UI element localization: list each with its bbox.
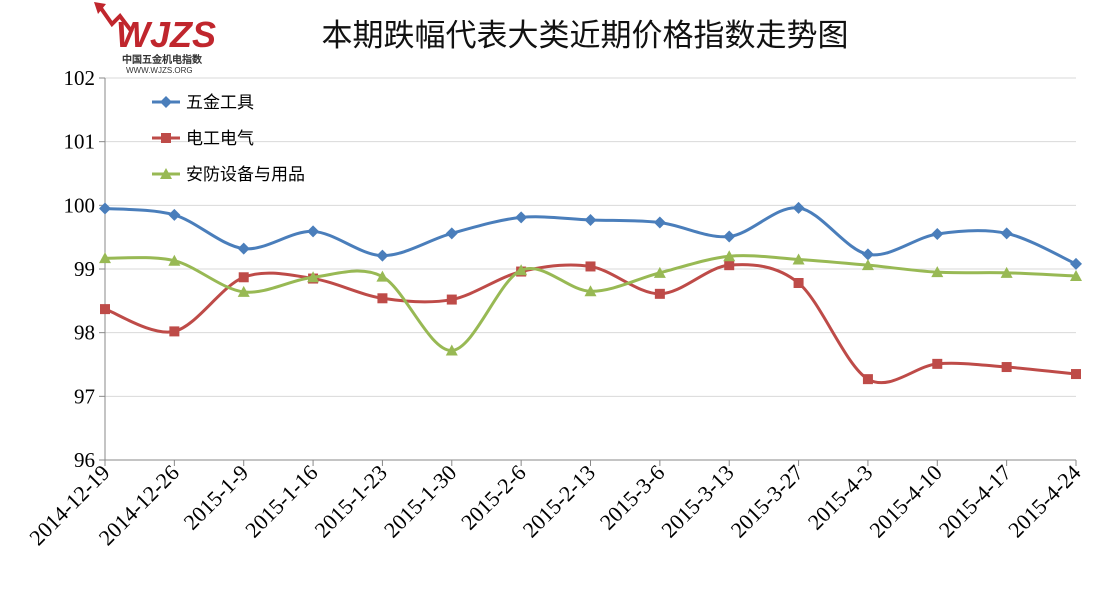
data-point [446,294,457,305]
series-line-2 [104,254,1077,352]
x-tick-label: 2015-1-30 [379,460,461,542]
data-point [445,227,458,240]
logo-name: 中国五金机电指数 [122,53,203,66]
data-point [307,271,320,283]
data-point [1070,270,1082,282]
logo-mark: WJZS [116,14,216,55]
data-point [99,202,111,215]
data-point [376,249,389,262]
data-point [307,225,320,238]
data-point [792,253,805,265]
data-point [515,211,528,224]
data-point [168,208,181,221]
data-point [861,259,874,271]
data-point [584,285,597,297]
series-1 [100,260,1081,385]
data-point [1070,257,1082,270]
y-tick-label: 102 [64,66,96,90]
y-tick-label: 96 [74,448,95,472]
legend-label-0: 五金工具 [186,93,254,113]
data-point [792,201,805,214]
x-axis-ticks: 2014-12-192014-12-262015-1-92015-1-16201… [24,460,1085,550]
data-point [376,270,389,282]
y-tick-label: 98 [74,321,95,345]
y-tick-label: 101 [64,130,96,154]
data-point [100,304,110,315]
legend-label-2: 安防设备与用品 [186,165,305,185]
legend-marker-0 [160,96,172,108]
data-point [237,285,250,297]
data-point [237,242,250,255]
data-point [168,254,181,266]
data-point [931,227,944,240]
series-group [99,201,1082,385]
x-tick-label: 2015-3-27 [726,460,808,542]
x-tick-label: 2015-1-23 [309,460,391,542]
data-point [861,248,874,261]
data-point [1000,227,1013,240]
series-2 [99,250,1082,356]
series-0 [99,201,1082,270]
x-tick-label: 2015-2-13 [518,460,600,542]
data-point [169,326,180,337]
logo-arrow-icon [94,2,134,34]
data-point [931,266,944,278]
data-point [377,293,388,304]
legend-marker-1 [161,133,171,143]
data-point [653,266,666,278]
data-point [723,230,736,243]
x-tick-label: 2015-4-10 [864,460,946,542]
x-tick-label: 2015-1-16 [240,460,322,542]
data-point [724,260,735,271]
wjzs-logo: WJZS 中国五金机电指数 WWW.WJZS.ORG [94,2,216,75]
logo-url: WWW.WJZS.ORG [126,66,193,75]
y-tick-label: 100 [64,193,96,217]
data-point [1000,266,1013,278]
legend-marker-2 [160,168,172,179]
data-point [723,250,736,262]
data-point [515,264,528,276]
data-point [445,344,458,356]
data-point [653,216,666,229]
data-point [654,288,665,299]
y-tick-label: 99 [74,257,95,281]
data-point [1001,362,1012,373]
data-point [932,358,943,369]
data-point [793,278,804,289]
series-line-1 [104,263,1077,385]
x-tick-label: 2015-4-17 [934,460,1016,542]
legend-label-1: 电工电气 [186,129,254,149]
data-point [1071,369,1081,380]
data-point [862,374,873,385]
x-tick-label: 2015-3-13 [656,460,738,542]
chart-title: 本期跌幅代表大类近期价格指数走势图 [321,18,849,54]
data-point [584,213,597,226]
data-point [585,261,596,272]
y-axis-ticks: 96 97 98 99 100 101 102 [64,66,105,472]
x-tick-label: 2015-4-24 [1003,460,1085,542]
data-point [99,252,111,264]
y-tick-label: 97 [74,384,95,408]
data-point [238,272,249,283]
